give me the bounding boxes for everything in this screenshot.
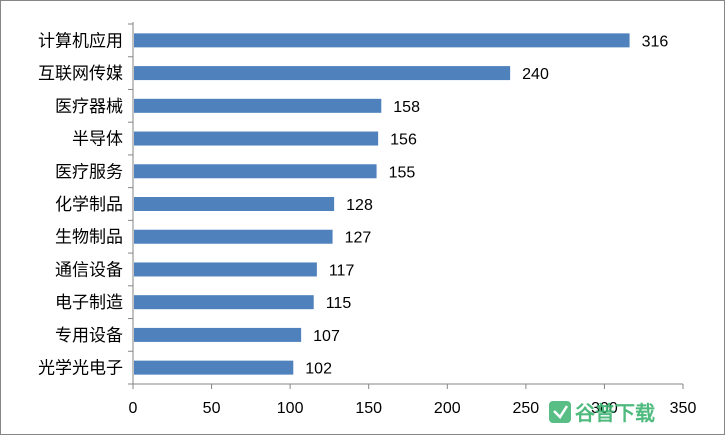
- bar-6: [134, 229, 333, 244]
- bar-1: [134, 66, 511, 81]
- category-label: 半导体: [72, 130, 123, 150]
- category-label: 计算机应用: [38, 31, 123, 51]
- bar-7: [134, 262, 317, 277]
- bar-0: [134, 33, 630, 48]
- bar-2: [134, 98, 382, 113]
- x-tick-label: 0: [129, 400, 138, 417]
- watermark: 谷普下载: [549, 401, 655, 425]
- category-label: 生物制品: [55, 228, 123, 248]
- x-tick-label: 250: [513, 400, 540, 417]
- category-label: 光学光电子: [38, 359, 123, 379]
- data-label: 115: [326, 295, 352, 312]
- bar-4: [134, 164, 377, 179]
- bar-10: [134, 360, 294, 375]
- x-tick-label: 50: [203, 400, 221, 417]
- data-label: 156: [390, 132, 417, 149]
- data-label: 107: [313, 328, 340, 345]
- x-tick-label: 300: [591, 400, 618, 417]
- x-tick-label: 100: [277, 400, 304, 417]
- data-label: 316: [642, 33, 669, 50]
- x-tick-label: 150: [355, 400, 382, 417]
- category-label: 专用设备: [55, 326, 123, 346]
- data-label: 240: [522, 66, 549, 83]
- data-label: 127: [345, 230, 372, 247]
- data-label: 102: [305, 361, 332, 378]
- category-label: 通信设备: [55, 260, 123, 280]
- bar-5: [134, 197, 335, 211]
- watermark-logo-icon: [549, 401, 571, 423]
- category-label: 化学制品: [55, 195, 123, 215]
- bar-3: [134, 131, 379, 146]
- category-label: 电子制造: [55, 293, 123, 313]
- x-tick-label: 200: [434, 400, 461, 417]
- category-label: 医疗服务: [55, 162, 123, 182]
- axis-layer: [128, 22, 684, 389]
- bar-8: [134, 295, 314, 310]
- category-label: 互联网传媒: [38, 64, 123, 84]
- data-label: 158: [393, 99, 420, 116]
- data-label: 155: [389, 164, 416, 181]
- bar-9: [134, 327, 302, 342]
- x-tick-label: 350: [670, 400, 697, 417]
- data-label: 117: [329, 262, 355, 279]
- bars-layer: [134, 33, 630, 375]
- watermark-text: 谷普下载: [575, 401, 655, 425]
- category-label: 医疗器械: [55, 97, 123, 117]
- data-label: 128: [346, 197, 373, 214]
- labels-layer: 计算机应用 316 互联网传媒 240 医疗器械 158 半导体 156 医疗服务 155 化学制品…: [38, 31, 696, 417]
